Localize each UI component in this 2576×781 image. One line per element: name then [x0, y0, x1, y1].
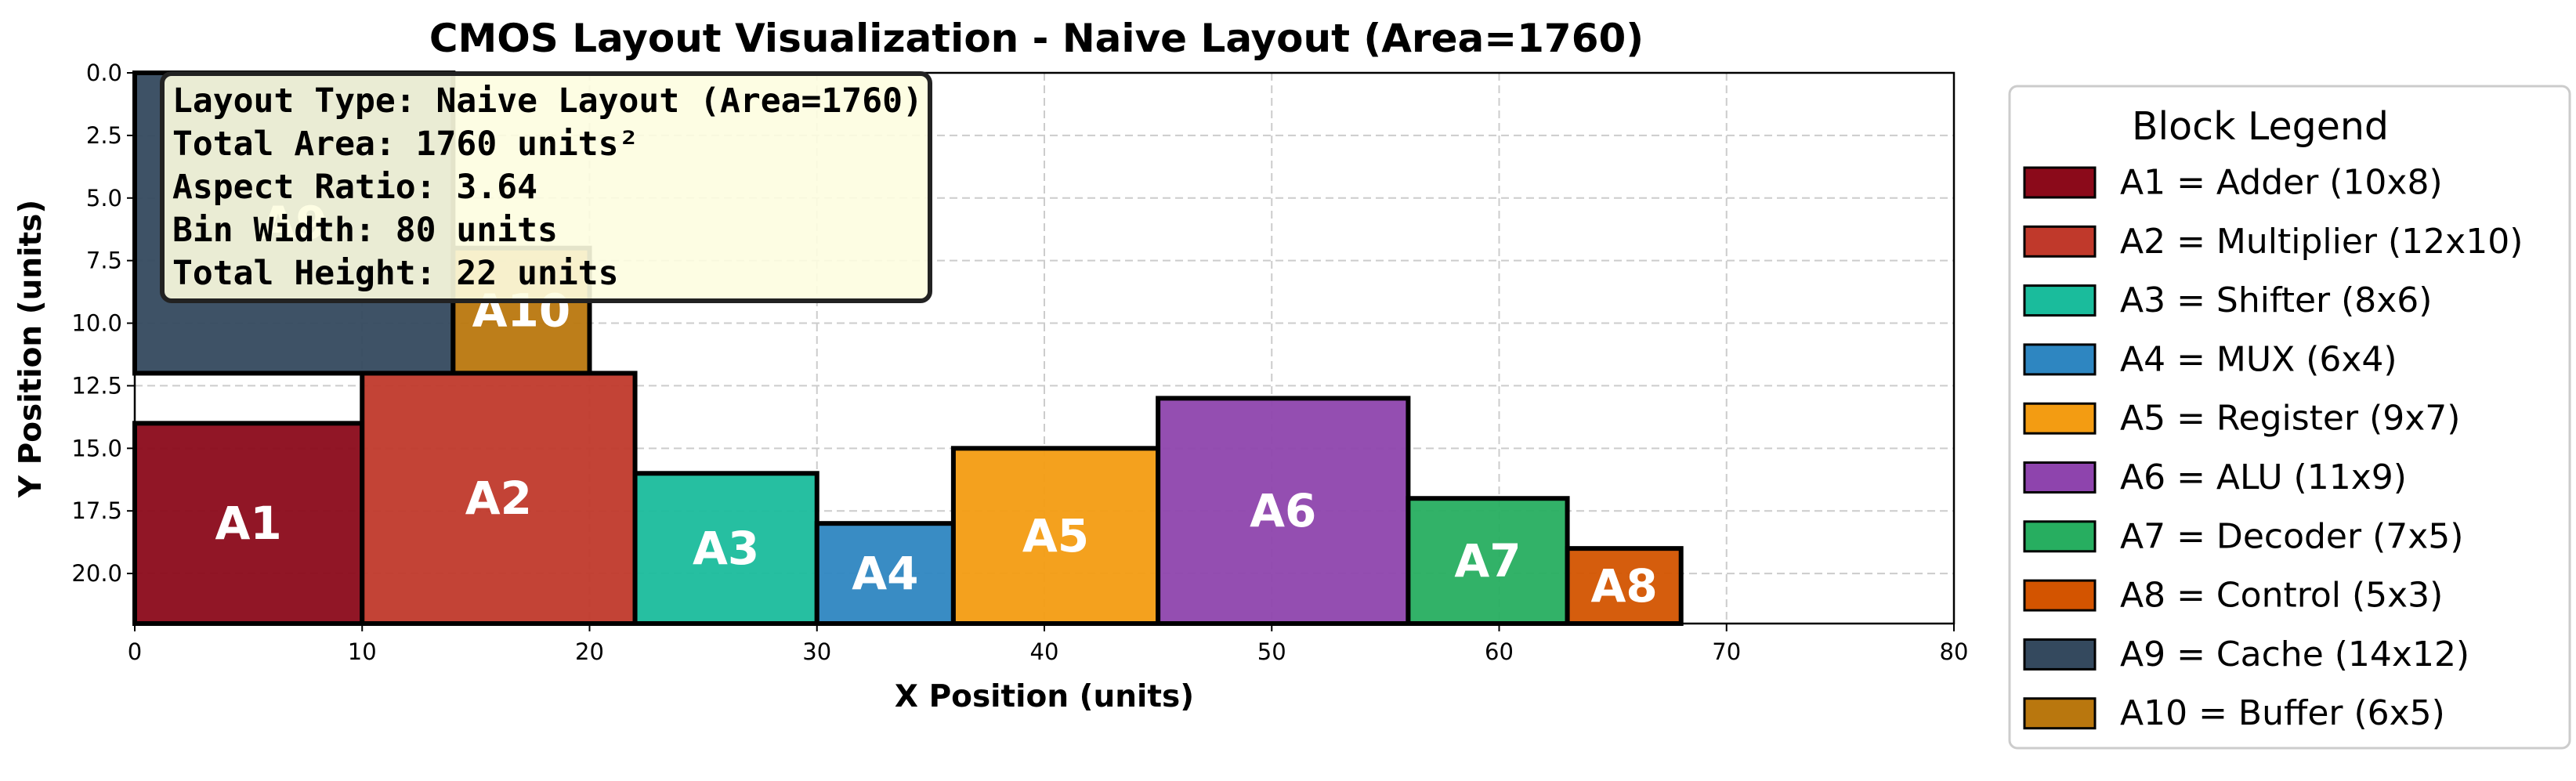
legend-entry-label: A3 = Shifter (8x6) — [2120, 280, 2432, 320]
block-label-a6: A6 — [1250, 484, 1316, 537]
legend-entries: A1 = Adder (10x8) A2 = Multiplier (12x10)… — [2023, 163, 2523, 733]
legend-entry-label: A4 = MUX (6x4) — [2120, 339, 2397, 379]
y-tick-label: 10.0 — [71, 310, 122, 337]
legend-swatch — [2023, 697, 2097, 730]
legend-swatch — [2023, 225, 2097, 258]
y-tick-label: 7.5 — [86, 248, 122, 274]
legend: Block Legend A1 = Adder (10x8) A2 = Multi… — [2008, 85, 2571, 750]
x-tick-label: 50 — [1257, 638, 1286, 665]
block-label-a7: A7 — [1454, 534, 1521, 588]
chart-title: CMOS Layout Visualization - Naive Layout… — [429, 16, 1644, 61]
legend-entry-label: A6 = ALU (11x9) — [2120, 457, 2407, 497]
block-a5 — [950, 446, 1161, 626]
legend-entry-label: A1 = Adder (10x8) — [2120, 163, 2443, 203]
legend-swatch — [2023, 638, 2097, 671]
info-bin-width: Bin Width: 80 units — [172, 211, 558, 250]
y-tick-label: 17.5 — [71, 497, 122, 524]
block-label-a1: A1 — [215, 497, 282, 550]
y-tick-label: 2.5 — [86, 122, 122, 149]
legend-swatch — [2023, 166, 2097, 199]
x-axis-ticks: 0 10 20 30 40 50 60 70 80 — [128, 624, 1969, 665]
legend-entry-label: A9 = Cache (14x12) — [2120, 635, 2469, 674]
legend-entry-label: A7 = Decoder (7x5) — [2120, 516, 2463, 556]
block-a3 — [632, 471, 819, 626]
legend-entry-label: A5 = Register (9x7) — [2120, 399, 2460, 439]
legend-title: Block Legend — [2132, 104, 2389, 149]
info-total-area: Total Area: 1760 units² — [172, 125, 639, 164]
legend-swatch — [2023, 402, 2097, 435]
legend-swatch — [2023, 284, 2097, 317]
y-tick-label: 20.0 — [71, 560, 122, 587]
block-a7 — [1406, 496, 1570, 627]
legend-frame — [2008, 85, 2571, 750]
x-tick-label: 60 — [1485, 638, 1514, 665]
info-aspect-ratio: Aspect Ratio: 3.64 — [172, 168, 537, 207]
x-tick-label: 40 — [1030, 638, 1059, 665]
y-tick-label: 5.0 — [86, 185, 122, 212]
info-total-height: Total Height: 22 units — [172, 254, 619, 293]
legend-entry-label: A8 = Control (5x3) — [2120, 576, 2443, 616]
block-label-a8: A8 — [1591, 559, 1658, 613]
legend-entry-label: A10 = Buffer (6x5) — [2120, 693, 2445, 733]
legend-swatch — [2023, 579, 2097, 612]
block-label-a3: A3 — [693, 522, 759, 575]
x-tick-label: 80 — [1940, 638, 1969, 665]
info-layout-type: Layout Type: Naive Layout (Area=1760) — [172, 81, 923, 121]
x-tick-label: 70 — [1712, 638, 1741, 665]
block-label-a5: A5 — [1022, 509, 1089, 562]
info-box: Layout Type: Naive Layout (Area=1760) To… — [160, 71, 932, 303]
info-box-frame — [160, 71, 932, 303]
x-tick-label: 30 — [802, 638, 831, 665]
legend-swatch — [2023, 520, 2097, 553]
x-axis-label: X Position (units) — [895, 679, 1194, 714]
y-tick-label: 15.0 — [71, 435, 122, 461]
x-tick-label: 0 — [128, 638, 142, 665]
y-axis-label: Y Position (units) — [13, 200, 49, 498]
block-label-a4: A4 — [852, 547, 918, 600]
x-tick-label: 10 — [348, 638, 377, 665]
block-label-a2: A2 — [465, 472, 532, 525]
y-tick-label: 12.5 — [71, 372, 122, 399]
y-axis-ticks: 0.0 2.5 5.0 7.5 10.0 12.5 15.0 17.5 20.0 — [71, 60, 135, 587]
legend-entry-label: A2 = Multiplier (12x10) — [2120, 222, 2523, 262]
legend-swatch — [2023, 343, 2097, 376]
x-tick-label: 20 — [575, 638, 604, 665]
y-tick-label: 0.0 — [86, 60, 122, 86]
legend-swatch — [2023, 461, 2097, 494]
